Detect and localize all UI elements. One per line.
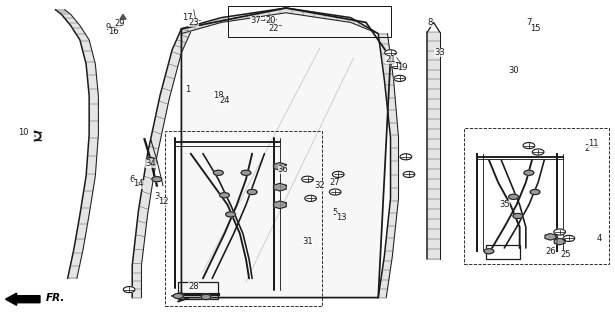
Circle shape (302, 176, 313, 182)
Circle shape (152, 177, 162, 182)
Circle shape (400, 154, 412, 160)
Circle shape (524, 170, 534, 175)
Text: 8: 8 (428, 18, 433, 27)
Text: 37: 37 (250, 16, 261, 25)
Text: 31: 31 (302, 237, 313, 246)
Circle shape (394, 76, 406, 81)
Text: 28: 28 (188, 282, 199, 291)
Text: 13: 13 (336, 213, 347, 222)
Text: 32: 32 (314, 181, 325, 190)
Text: 16: 16 (108, 28, 119, 36)
Polygon shape (545, 234, 556, 240)
Circle shape (226, 212, 236, 217)
Text: 36: 36 (277, 165, 288, 174)
Text: 10: 10 (18, 128, 29, 137)
Circle shape (533, 149, 544, 155)
Text: FR.: FR. (46, 293, 66, 303)
Circle shape (563, 236, 574, 242)
Circle shape (201, 294, 211, 300)
Circle shape (385, 50, 396, 56)
Text: 12: 12 (157, 197, 169, 206)
Polygon shape (181, 8, 378, 34)
Circle shape (484, 249, 494, 254)
Polygon shape (120, 14, 126, 19)
Bar (486, 245, 520, 259)
Circle shape (173, 293, 183, 299)
Text: 27: 27 (330, 178, 341, 187)
Circle shape (241, 170, 251, 175)
Text: 29: 29 (114, 20, 125, 28)
Bar (165, 131, 322, 306)
Circle shape (305, 195, 316, 202)
Circle shape (247, 189, 257, 195)
Text: 7: 7 (526, 18, 531, 27)
Text: 20: 20 (265, 16, 276, 25)
Text: 15: 15 (530, 24, 541, 33)
Text: 1: 1 (185, 85, 190, 94)
Text: 11: 11 (588, 140, 599, 148)
Text: 33: 33 (434, 48, 445, 57)
Polygon shape (55, 10, 98, 278)
Text: 6: 6 (130, 175, 135, 184)
Text: 3: 3 (154, 192, 159, 201)
Text: 35: 35 (499, 200, 510, 209)
Text: 2: 2 (585, 144, 590, 153)
Circle shape (509, 194, 518, 199)
Text: 5: 5 (333, 208, 338, 217)
Bar (178, 282, 218, 299)
Polygon shape (274, 183, 286, 191)
Circle shape (146, 157, 156, 163)
Text: 21: 21 (385, 55, 396, 64)
Text: 4: 4 (597, 234, 602, 243)
Polygon shape (378, 34, 399, 298)
Bar (464, 128, 609, 264)
Polygon shape (554, 238, 565, 245)
Circle shape (554, 229, 565, 235)
Text: 26: 26 (545, 247, 556, 256)
Circle shape (523, 142, 534, 148)
Polygon shape (181, 8, 391, 298)
Circle shape (123, 287, 135, 292)
Text: 17: 17 (182, 13, 193, 22)
Text: 22: 22 (268, 24, 279, 33)
Circle shape (213, 170, 223, 175)
FancyArrow shape (6, 293, 40, 305)
Circle shape (530, 189, 540, 195)
Circle shape (333, 172, 344, 177)
Text: 24: 24 (219, 96, 230, 105)
Text: 19: 19 (397, 63, 408, 72)
Polygon shape (274, 163, 286, 170)
Text: 18: 18 (213, 92, 224, 100)
Text: 30: 30 (508, 66, 519, 75)
Circle shape (330, 189, 341, 195)
Text: 9: 9 (105, 23, 110, 32)
Text: 34: 34 (145, 159, 156, 168)
Text: 25: 25 (560, 250, 571, 259)
Text: 14: 14 (133, 180, 144, 188)
Circle shape (403, 172, 415, 177)
Bar (228, 6, 391, 37)
Polygon shape (274, 201, 286, 209)
Circle shape (220, 193, 229, 198)
Text: 23: 23 (188, 18, 199, 27)
Circle shape (513, 213, 523, 219)
Polygon shape (132, 29, 191, 298)
Circle shape (391, 62, 402, 68)
Polygon shape (427, 32, 440, 259)
